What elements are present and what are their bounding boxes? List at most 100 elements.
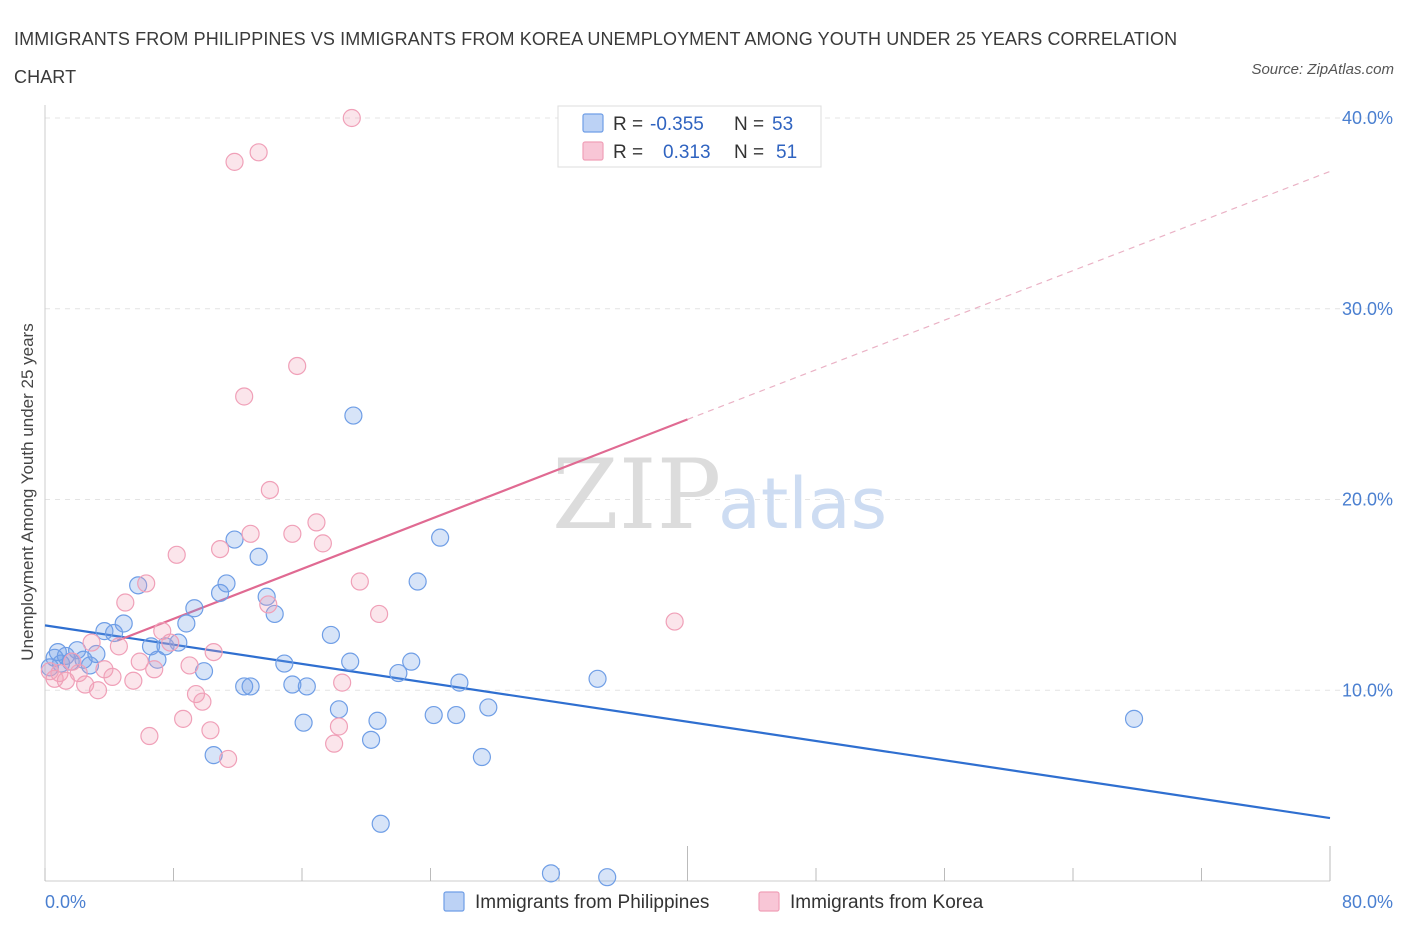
point-philippines (87, 644, 106, 664)
point-philippines (450, 673, 469, 692)
point-philippines (541, 864, 561, 883)
point-philippines (447, 705, 466, 725)
point-philippines (294, 713, 313, 732)
point-korea (260, 480, 279, 500)
point-korea (124, 671, 143, 690)
y-tick-labels: 10.0% 20.0% 30.0% 40.0% (1342, 108, 1393, 700)
point-korea (241, 524, 260, 543)
point-philippines (424, 705, 443, 725)
point-korea (45, 669, 64, 688)
point-philippines (114, 614, 133, 633)
watermark: ZIP atlas (552, 439, 887, 551)
point-korea (109, 637, 128, 656)
point-korea (186, 684, 206, 704)
axes (44, 105, 1331, 882)
point-philippines (104, 623, 124, 643)
watermark-atlas: atlas (718, 463, 887, 545)
point-korea (342, 108, 361, 128)
stats-r-value-korea: 0.313 (663, 142, 711, 163)
point-philippines (361, 730, 381, 749)
point-korea (69, 663, 88, 683)
point-korea (137, 574, 156, 593)
stats-n-value-korea: 51 (776, 142, 797, 163)
stats-swatch-korea (582, 141, 604, 161)
legend-swatch-philippines (443, 891, 465, 912)
point-korea (140, 726, 159, 746)
point-philippines (249, 547, 268, 566)
point-philippines (344, 406, 363, 425)
point-korea (283, 524, 302, 543)
point-korea (235, 387, 254, 406)
stats-r-label-philippines: R = (613, 114, 643, 135)
point-korea (82, 633, 101, 652)
point-philippines (235, 677, 254, 696)
stats-r-value-philippines: -0.355 (650, 114, 704, 135)
trendline-korea-extension (687, 170, 1331, 420)
point-philippines (329, 700, 349, 719)
y-tick-label: 20.0% (1342, 490, 1393, 510)
point-korea (225, 152, 244, 171)
point-korea (180, 656, 199, 675)
trendline-philippines (44, 624, 1331, 820)
legend: Immigrants from Philippines Immigrants f… (443, 891, 984, 913)
point-philippines (148, 650, 167, 669)
point-korea (145, 660, 164, 679)
y-tick-label: 30.0% (1342, 299, 1393, 319)
point-philippines (225, 530, 244, 549)
point-korea (103, 667, 122, 686)
point-philippines (40, 658, 59, 677)
watermark-zip: ZIP (552, 439, 721, 551)
point-philippines (368, 711, 387, 730)
point-philippines (321, 625, 341, 645)
point-philippines (241, 677, 260, 696)
point-korea (219, 749, 238, 769)
legend-label-korea: Immigrants from Korea (790, 892, 984, 913)
point-korea (193, 692, 212, 711)
point-korea (370, 604, 389, 624)
point-korea (210, 539, 230, 559)
point-philippines (341, 652, 360, 671)
point-philippines (185, 599, 204, 618)
y-axis-title: Unemployment Among Youth under 25 years (18, 323, 37, 660)
point-korea (350, 572, 369, 591)
trendlines (44, 170, 1331, 820)
point-korea (333, 673, 352, 692)
point-korea (116, 593, 135, 612)
point-philippines (371, 814, 390, 833)
point-philippines (297, 677, 316, 696)
point-korea (259, 595, 278, 614)
point-philippines (217, 574, 236, 593)
stats-n-value-philippines: 53 (772, 114, 793, 135)
point-korea (63, 652, 82, 671)
point-philippines (479, 698, 498, 717)
point-philippines (275, 654, 294, 673)
point-korea (665, 612, 684, 631)
point-korea (130, 652, 149, 671)
point-philippines (598, 868, 617, 887)
point-korea (325, 734, 344, 753)
x-tick-labels: 0.0% 80.0% (45, 892, 1393, 912)
point-philippines (210, 583, 230, 603)
y-tick-label: 10.0% (1342, 680, 1393, 700)
stats-box: R = -0.355 N = 53 R = 0.313 N = 51 (557, 105, 822, 168)
point-philippines (1124, 709, 1144, 728)
point-philippines (265, 604, 284, 624)
point-philippines (431, 528, 450, 547)
point-philippines (408, 572, 427, 591)
point-korea (174, 709, 193, 728)
legend-label-philippines: Immigrants from Philippines (475, 892, 709, 913)
point-korea (307, 513, 326, 532)
point-philippines (68, 641, 87, 660)
stats-swatch-philippines (582, 113, 604, 133)
point-korea (313, 534, 332, 553)
x-tick-label-min: 0.0% (45, 892, 86, 912)
point-philippines (389, 663, 408, 683)
stats-n-label-korea: N = (734, 142, 764, 163)
point-korea (50, 663, 69, 683)
stats-r-label-korea: R = (613, 142, 643, 163)
point-philippines (283, 675, 302, 694)
legend-swatch-korea (758, 891, 780, 912)
point-philippines (472, 747, 491, 767)
point-korea (167, 545, 186, 564)
